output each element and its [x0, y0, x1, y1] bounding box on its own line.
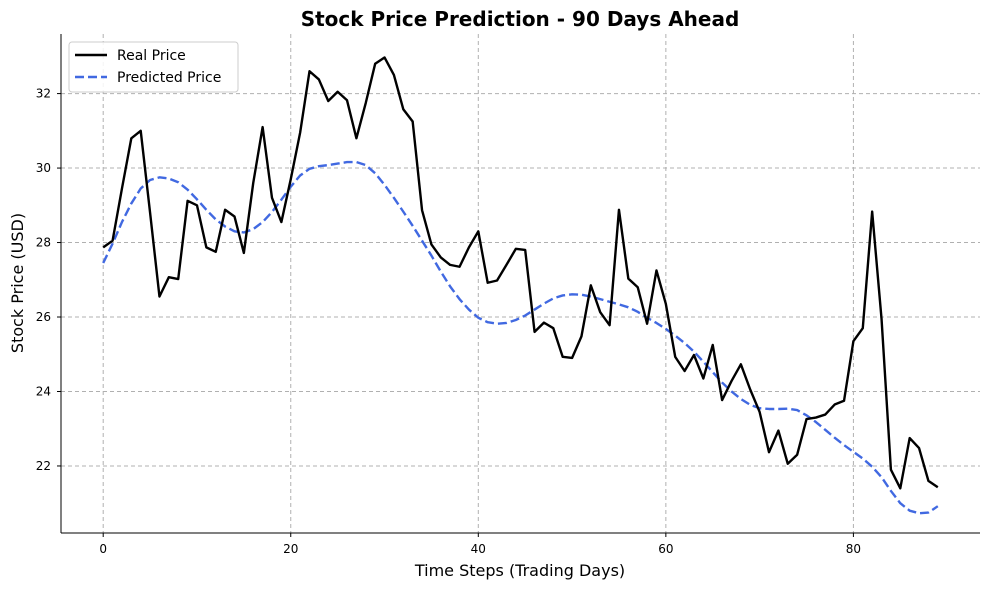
y-tick-label: 30 — [36, 161, 51, 175]
gridlines — [61, 34, 980, 533]
legend: Real Price Predicted Price — [68, 41, 239, 93]
legend-label-predicted-price: Predicted Price — [117, 70, 221, 86]
x-axis-label: Time Steps (Trading Days) — [414, 561, 625, 580]
x-tick-label: 80 — [846, 542, 861, 556]
y-tick-label: 24 — [36, 384, 51, 398]
series-line-real-price — [102, 56, 939, 490]
y-tick-label: 26 — [36, 310, 51, 324]
x-tick-label: 0 — [99, 542, 107, 556]
y-axis-label: Stock Price (USD) — [8, 213, 27, 353]
x-tick-label: 20 — [283, 542, 298, 556]
series-layer — [102, 56, 939, 515]
ticks: 0 20 40 60 80 22 24 26 28 30 32 — [36, 87, 861, 556]
legend-box — [68, 41, 239, 93]
series-line-predicted-price — [102, 160, 939, 515]
legend-label-real-price: Real Price — [117, 48, 186, 64]
x-tick-label: 60 — [658, 542, 673, 556]
x-tick-label: 40 — [471, 542, 486, 556]
axes — [60, 34, 980, 534]
y-tick-label: 22 — [36, 459, 51, 473]
y-tick-label: 32 — [36, 87, 51, 101]
chart-title: Stock Price Prediction - 90 Days Ahead — [301, 7, 740, 31]
y-tick-label: 28 — [36, 236, 51, 250]
